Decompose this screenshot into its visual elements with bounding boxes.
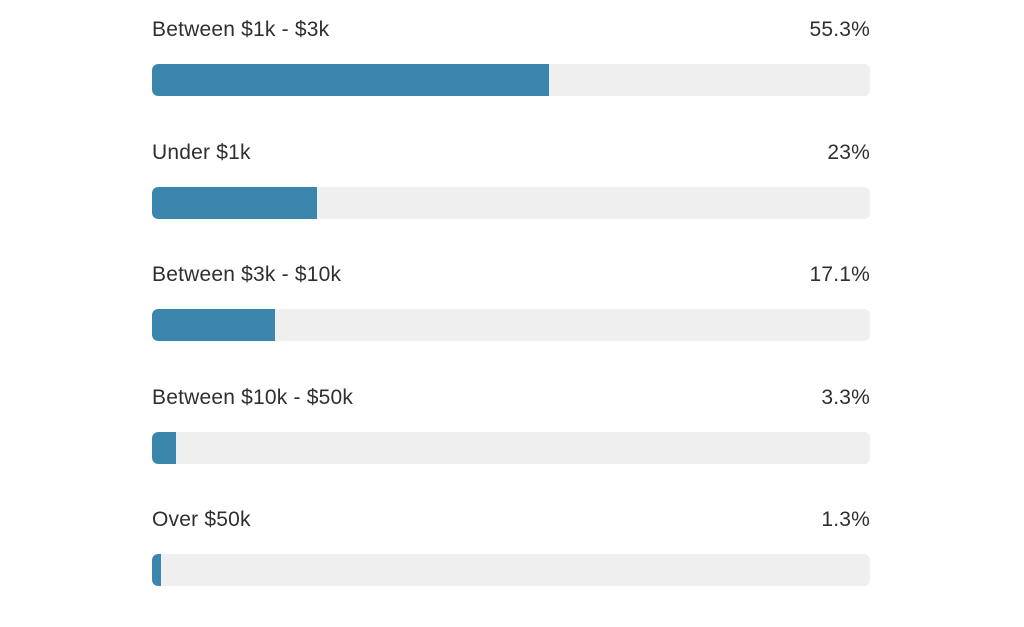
bar-row-header: Under $1k 23%: [152, 137, 870, 169]
bar-row-header: Over $50k 1.3%: [152, 504, 870, 536]
bar-fill: [152, 186, 318, 219]
bar-fill: [152, 309, 275, 341]
bar-row: Between $1k - $3k 55.3%: [152, 14, 870, 137]
bar-track: [152, 431, 870, 464]
category-label: Between $1k - $3k: [152, 18, 330, 41]
category-label: Between $3k - $10k: [152, 263, 342, 286]
bar-row: Over $50k 1.3%: [152, 504, 870, 627]
bar-track: [152, 554, 870, 586]
bar-row-header: Between $3k - $10k 17.1%: [152, 259, 870, 291]
bar-fill: [152, 64, 550, 96]
bar-fill: [152, 431, 176, 464]
bar-row-header: Between $10k - $50k 3.3%: [152, 382, 870, 414]
bar-row: Under $1k 23%: [152, 137, 870, 260]
percentage-label: 3.3%: [821, 385, 870, 409]
bar-row-header: Between $1k - $3k 55.3%: [152, 14, 870, 46]
bar-track: [152, 309, 870, 341]
bar-row: Between $3k - $10k 17.1%: [152, 259, 870, 382]
bar-row: Between $10k - $50k 3.3%: [152, 382, 870, 505]
percentage-label: 23%: [827, 140, 870, 164]
percentage-label: 55.3%: [809, 18, 870, 41]
bar-track: [152, 64, 870, 96]
category-label: Between $10k - $50k: [152, 385, 354, 409]
percentage-bar-chart: Between $1k - $3k 55.3% Under $1k 23% Betwee…: [152, 14, 870, 627]
percentage-label: 1.3%: [821, 508, 870, 531]
bar-fill: [152, 554, 162, 586]
category-label: Under $1k: [152, 140, 251, 164]
bar-track: [152, 186, 870, 219]
percentage-label: 17.1%: [809, 263, 870, 286]
category-label: Over $50k: [152, 508, 251, 531]
